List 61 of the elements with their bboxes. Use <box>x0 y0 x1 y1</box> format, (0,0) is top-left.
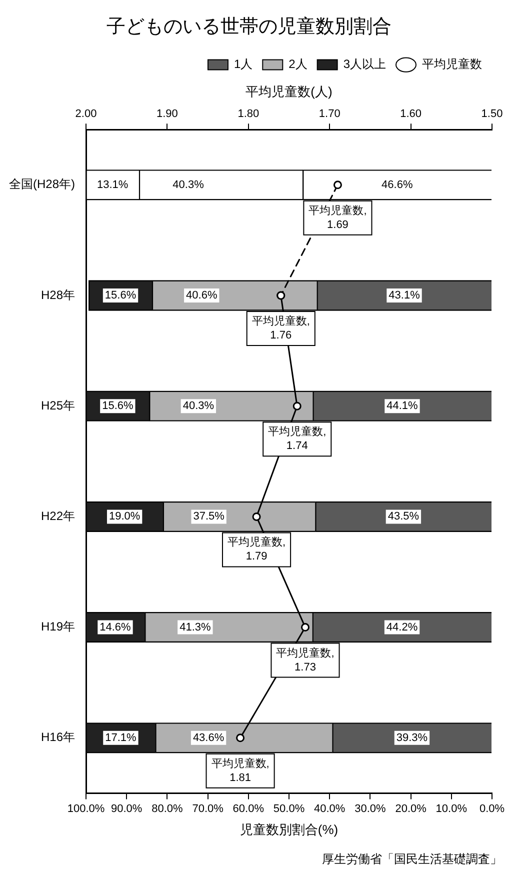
data-label: 平均児童数, 1.81 <box>211 756 270 784</box>
point <box>292 402 302 410</box>
y-tick-label: 全国(H28年) <box>8 177 76 192</box>
x2-tick-label: 1.90 <box>156 108 178 120</box>
x-tick-label: 70.0% <box>192 802 224 815</box>
data-label: 39.3% <box>396 732 428 744</box>
data-label: 44.1% <box>386 400 418 412</box>
legend-label: 3人以上 <box>343 57 386 72</box>
data-label: 40.3% <box>182 400 214 412</box>
x-tick-label: 30.0% <box>354 802 386 815</box>
data-label: 37.5% <box>193 510 225 523</box>
x-tick-label: 100.0% <box>67 802 105 815</box>
data-label: 平均児童数, 1.69 <box>308 204 367 231</box>
point <box>300 623 310 632</box>
legend-label: 1人 <box>234 57 253 72</box>
data-label: 15.6% <box>104 290 136 302</box>
data-label: 平均児童数, 1.73 <box>276 646 334 674</box>
x-tick-label: 20.0% <box>395 802 427 815</box>
data-label: 40.6% <box>186 290 218 302</box>
x2-tick-label: 2.00 <box>75 108 97 120</box>
data-label: 41.3% <box>180 621 211 634</box>
legend-label: 平均児童数 <box>422 57 482 72</box>
x-tick-label: 90.0% <box>111 802 142 815</box>
x-tick-label: 0.0% <box>479 802 505 815</box>
x2-tick-label: 1.50 <box>481 108 503 120</box>
y-tick-label: H25年 <box>40 398 76 412</box>
x-tick-label: 40.0% <box>314 802 346 815</box>
x-tick-label: 10.0% <box>436 802 468 815</box>
data-label: 平均児童数, 1.74 <box>268 425 326 452</box>
y-tick-label: H19年 <box>40 620 76 634</box>
point <box>276 291 286 300</box>
legend-label: 2人 <box>288 57 308 72</box>
data-label: 13.1% <box>96 178 128 191</box>
data-label: 46.6% <box>382 178 413 191</box>
point <box>252 512 261 521</box>
data-label: 19.0% <box>108 510 140 523</box>
text: 厚生労働省「国民生活基礎調査」 <box>322 851 502 868</box>
x2-tick-label: 1.80 <box>238 108 260 120</box>
y-tick-label: H28年 <box>40 288 76 302</box>
data-label: 平均児童数, 1.76 <box>252 314 310 342</box>
data-label: 44.2% <box>386 621 418 634</box>
point <box>333 180 342 190</box>
data-label: 43.5% <box>388 510 420 523</box>
x2-axis-title: 平均児童数(人) <box>246 84 332 100</box>
x-tick-label: 80.0% <box>152 802 184 815</box>
x-axis-title: 児童数別割合(%) <box>240 822 338 837</box>
data-label: 43.6% <box>192 732 224 744</box>
data-label: 平均児童数, 1.79 <box>227 536 286 563</box>
x2-tick-label: 1.70 <box>318 108 340 120</box>
chart-title: 子どものいる世帯の児童数別割合 <box>106 16 392 38</box>
x2-tick-label: 1.60 <box>400 108 422 120</box>
y-tick-label: H22年 <box>40 509 76 524</box>
x-tick-label: 50.0% <box>273 802 305 815</box>
data-label: 17.1% <box>105 732 137 744</box>
data-label: 40.3% <box>172 178 204 191</box>
data-label: 15.6% <box>102 400 134 412</box>
data-label: 14.6% <box>100 621 132 634</box>
point <box>236 734 245 742</box>
data-label: 43.1% <box>388 290 420 302</box>
x-tick-label: 60.0% <box>232 802 264 815</box>
y-tick-label: H16年 <box>40 730 76 744</box>
